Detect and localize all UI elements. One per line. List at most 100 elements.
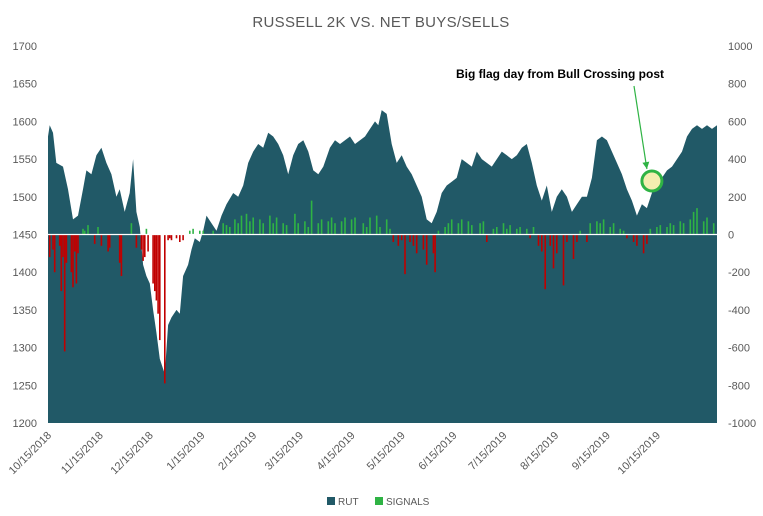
signal-bar-buy <box>320 219 323 235</box>
signal-bar-sell <box>65 234 68 263</box>
signal-bar-sell <box>422 234 425 250</box>
signal-bar-sell <box>392 234 395 242</box>
signal-bar-buy <box>245 213 248 235</box>
left-tick-label: 1450 <box>13 230 37 242</box>
x-tick-label: 4/15/2019 <box>315 430 358 473</box>
signal-bar-sell <box>486 234 488 242</box>
signal-bar-sell <box>541 234 543 252</box>
signal-bar-buy <box>450 219 453 235</box>
right-axis: -1000 -800 -600 -400 -200 0 200 400 600 800 1000 <box>728 41 756 430</box>
signal-bar-buy <box>619 228 621 235</box>
annotation-arrowhead <box>642 161 650 169</box>
signal-bar-buy <box>365 227 368 235</box>
right-tick-label: 200 <box>728 192 746 204</box>
signal-bar-buy <box>262 223 264 235</box>
signal-bar-buy <box>354 217 356 235</box>
signal-bar-buy <box>479 223 481 235</box>
signal-bar-buy <box>602 219 605 235</box>
x-tick-label: 7/15/2019 <box>466 430 509 473</box>
signal-bar-buy <box>649 228 652 235</box>
left-tick-label: 1300 <box>13 343 37 355</box>
signal-bar-buy <box>145 228 148 235</box>
left-tick-label: 1600 <box>13 116 37 128</box>
signal-bar-sell <box>425 234 428 265</box>
signal-bar-sell <box>159 234 161 341</box>
signal-bar-buy <box>496 227 498 235</box>
signal-bar-sell <box>120 234 123 276</box>
signal-bar-sell <box>73 234 76 252</box>
legend: RUT SIGNALS <box>327 497 430 508</box>
signal-bar-buy <box>375 215 378 235</box>
right-tick-label: -400 <box>728 305 750 317</box>
signal-bar-buy <box>596 221 598 235</box>
signal-bar-buy <box>379 227 381 235</box>
signal-bar-buy <box>189 230 191 235</box>
left-tick-label: 1500 <box>13 192 37 204</box>
signal-bar-buy <box>612 223 615 235</box>
signal-bar-sell <box>415 234 418 254</box>
signal-bar-sell <box>147 234 149 252</box>
signal-bar-buy <box>350 219 353 235</box>
x-tick-label: 10/15/2019 <box>616 430 663 477</box>
signal-bar-buy <box>516 228 518 235</box>
left-tick-label: 1200 <box>13 418 37 430</box>
signal-bar-buy <box>502 223 505 235</box>
signal-bar-buy <box>340 221 343 235</box>
signal-bar-sell <box>182 234 184 241</box>
signal-bar-sell <box>155 234 158 301</box>
signal-bar-buy <box>344 217 346 235</box>
signal-bar-sell <box>77 234 79 254</box>
signal-bar-buy <box>692 211 695 235</box>
x-axis: 10/15/2018 11/15/2018 12/15/2018 1/15/2019 2… <box>7 430 663 477</box>
signal-bar-sell <box>537 234 540 246</box>
signal-bar-sell <box>118 234 121 263</box>
signal-bar-sell <box>562 234 565 286</box>
signal-bar-sell <box>170 234 173 241</box>
signal-bar-buy <box>225 225 228 235</box>
signal-bar-buy <box>385 219 388 235</box>
left-tick-label: 1650 <box>13 79 37 91</box>
signal-bar-buy <box>447 223 450 235</box>
signal-bar-buy <box>669 223 672 235</box>
signal-bar-sell <box>409 234 411 242</box>
signal-bar-buy <box>369 217 371 235</box>
x-tick-label: 11/15/2018 <box>59 430 106 477</box>
signal-bar-buy <box>609 227 611 235</box>
legend-label-signals: SIGNALS <box>386 497 430 508</box>
signal-bar-buy <box>330 217 333 235</box>
signal-bar-sell <box>62 234 64 258</box>
legend-swatch-rut <box>327 497 335 505</box>
signal-bar-sell <box>140 234 143 250</box>
signal-bar-sell <box>566 234 568 242</box>
signal-bar-sell <box>404 234 406 275</box>
signal-bar-sell <box>642 234 645 254</box>
signal-bar-sell <box>135 234 138 248</box>
signal-bar-buy <box>706 217 708 235</box>
signal-bar-buy <box>310 200 313 235</box>
signal-bar-sell <box>412 234 415 246</box>
signal-bar-buy <box>327 221 330 235</box>
signal-bar-sell <box>154 234 156 292</box>
signal-bar-sell <box>556 234 558 254</box>
signal-bar-buy <box>622 230 625 235</box>
signal-bar-buy <box>509 225 511 235</box>
signal-bar-buy <box>272 223 274 235</box>
signal-bar-sell <box>53 234 56 273</box>
signal-bar-sell <box>58 234 61 246</box>
x-tick-label: 5/15/2019 <box>365 430 408 473</box>
left-tick-label: 1700 <box>13 41 37 53</box>
signal-bar-sell <box>397 234 400 246</box>
signal-bar-sell <box>552 234 555 269</box>
signal-bar-buy <box>87 225 89 235</box>
right-tick-label: -1000 <box>728 418 756 430</box>
signal-bar-sell <box>646 234 648 244</box>
signal-bar-sell <box>142 234 144 261</box>
signal-bar-sell <box>52 234 54 250</box>
signal-bar-buy <box>460 219 463 235</box>
signal-bar-sell <box>544 234 546 290</box>
signal-bar-buy <box>659 225 662 235</box>
signal-bar-buy <box>599 223 601 235</box>
signal-bar-buy <box>202 230 204 235</box>
right-tick-label: -800 <box>728 380 750 392</box>
